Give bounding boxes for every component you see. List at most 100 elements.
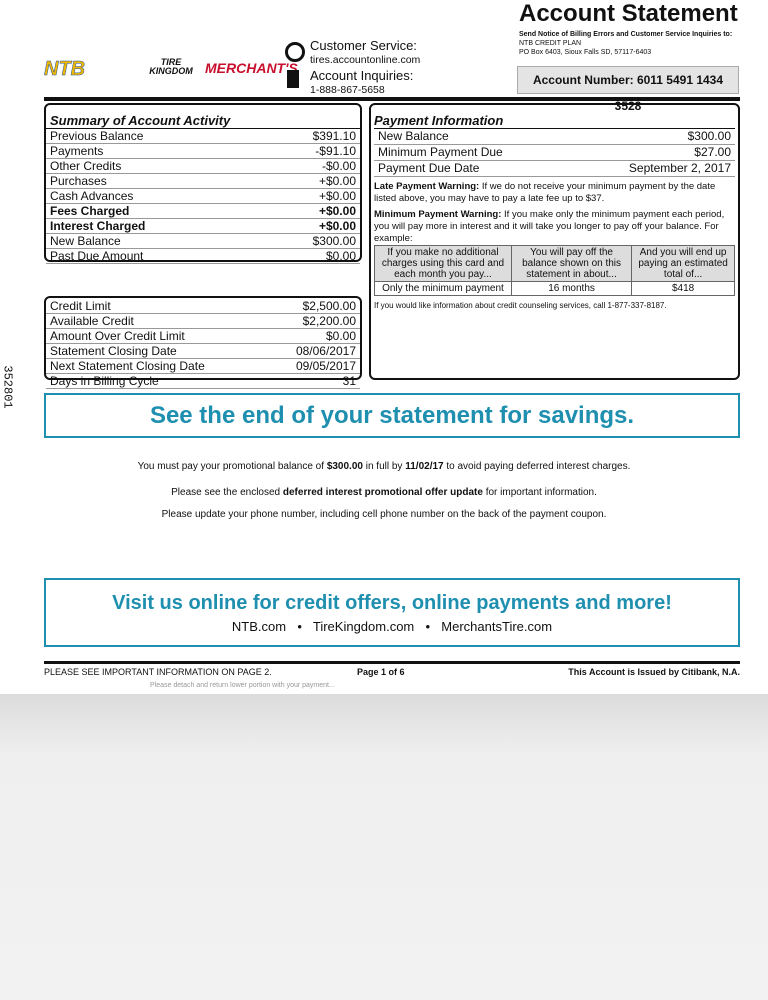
- summary-row: Fees Charged +$0.00: [46, 204, 360, 219]
- summary-row: Previous Balance $391.10: [46, 129, 360, 144]
- row-label: Previous Balance: [50, 129, 144, 143]
- separator: •: [297, 619, 302, 634]
- summary-row: New Balance $300.00: [46, 234, 360, 249]
- summary-row: Statement Closing Date 08/06/2017: [46, 344, 360, 359]
- detach-text: Please detach and return lower portion w…: [150, 682, 335, 689]
- summary-row: Minimum Payment Due $27.00: [374, 145, 735, 161]
- row-value: +$0.00: [318, 219, 356, 233]
- row-value: 08/06/2017: [295, 344, 356, 358]
- summary-row: Payments -$91.10: [46, 144, 360, 159]
- summary-row: Credit Limit $2,500.00: [46, 299, 360, 314]
- torn-stub: [0, 694, 768, 1000]
- row-label: Payment Due Date: [378, 161, 480, 175]
- row-value: $391.10: [312, 129, 356, 143]
- summary-row: Next Statement Closing Date 09/05/2017: [46, 359, 360, 374]
- customer-service-label: Customer Service:: [310, 38, 417, 53]
- min-warning: Minimum Payment Warning: If you make onl…: [374, 209, 725, 244]
- promo-line-3: Please update your phone number, includi…: [161, 509, 607, 520]
- summary-row: Other Credits -$0.00: [46, 159, 360, 174]
- row-label: Other Credits: [50, 159, 122, 173]
- row-label: Credit Limit: [50, 299, 111, 313]
- promo-line-1: You must pay your promotional balance of…: [137, 461, 631, 472]
- row-label: Past Due Amount: [50, 249, 144, 263]
- counseling-text: If you would like information about cred…: [374, 301, 667, 310]
- online-banner: Visit us online for credit offers, onlin…: [44, 578, 740, 647]
- table-cell: $418: [631, 281, 735, 296]
- merchants-logo: MERCHANT'S: [205, 60, 298, 76]
- payment-box: Payment Information New Balance $300.00 Mi…: [369, 103, 740, 380]
- row-value: $27.00: [694, 145, 731, 159]
- footer-left: PLEASE SEE IMPORTANT INFORMATION ON PAGE…: [44, 667, 272, 677]
- customer-service-url[interactable]: tires.accountonline.com: [310, 54, 421, 66]
- table-cell: Only the minimum payment: [374, 281, 512, 296]
- summary-row: Interest Charged +$0.00: [46, 219, 360, 234]
- row-label: Minimum Payment Due: [378, 145, 503, 159]
- address: PO Box 6403, Sioux Falls SD, 57117-6403: [519, 49, 652, 56]
- row-label: Available Credit: [50, 314, 134, 328]
- summary-title: Summary of Account Activity: [46, 113, 360, 129]
- row-label: New Balance: [50, 234, 121, 248]
- row-label: Fees Charged: [50, 204, 130, 218]
- row-label: Cash Advances: [50, 189, 134, 203]
- notice: Send Notice of Billing Errors and Custom…: [519, 31, 733, 38]
- row-label: Purchases: [50, 174, 107, 188]
- link-tirekingdom[interactable]: TireKingdom.com: [312, 619, 415, 634]
- row-label: Next Statement Closing Date: [50, 359, 205, 373]
- minimum-payment-table: If you make no additional charges using …: [374, 245, 735, 296]
- link-ntb[interactable]: NTB.com: [231, 619, 287, 634]
- row-value: 09/05/2017: [295, 359, 356, 373]
- row-value: $300.00: [312, 234, 356, 248]
- row-value: September 2, 2017: [628, 161, 731, 175]
- footer-right: This Account is Issued by Citibank, N.A.: [568, 667, 740, 677]
- row-value: $0.00: [325, 329, 356, 343]
- side-code: 352801: [0, 365, 15, 409]
- row-value: 31: [342, 374, 356, 388]
- row-value: +$0.00: [318, 189, 356, 203]
- row-label: Statement Closing Date: [50, 344, 177, 358]
- table-header: If you make no additional charges using …: [374, 245, 512, 282]
- row-label: Days in Billing Cycle: [50, 374, 159, 388]
- payment-title: Payment Information: [374, 113, 735, 129]
- credit-box: Credit Limit $2,500.00 Available Credit $2,…: [44, 296, 362, 389]
- summary-row: Cash Advances +$0.00: [46, 189, 360, 204]
- row-value: -$0.00: [321, 159, 356, 173]
- footer-rule: [44, 661, 740, 664]
- link-merchantstire[interactable]: MerchantsTire.com: [441, 619, 553, 634]
- row-label: Amount Over Credit Limit: [50, 329, 185, 343]
- globe-icon: [285, 42, 305, 62]
- row-label: New Balance: [378, 129, 449, 143]
- row-value: -$91.10: [315, 144, 356, 158]
- summary-row: Available Credit $2,200.00: [46, 314, 360, 329]
- plan: NTB CREDIT PLAN: [519, 40, 582, 47]
- header-rule: [44, 97, 740, 101]
- late-warning: Late Payment Warning: If we do not recei…: [374, 181, 716, 204]
- row-value: +$0.00: [318, 174, 356, 188]
- account-inquiries-phone: 1-888-867-5658: [310, 84, 385, 96]
- summary-row: Purchases +$0.00: [46, 174, 360, 189]
- summary-row: Amount Over Credit Limit $0.00: [46, 329, 360, 344]
- page-title: Account Statement: [519, 0, 738, 27]
- summary-row: New Balance $300.00: [374, 129, 735, 145]
- table-cell: 16 months: [510, 281, 633, 296]
- phone-icon: [287, 70, 299, 88]
- account-inquiries-label: Account Inquiries:: [310, 68, 414, 83]
- row-label: Interest Charged: [50, 219, 146, 233]
- summary-row: Past Due Amount $0.00: [46, 249, 360, 264]
- promo-line-2: Please see the enclosed deferred interes…: [171, 487, 597, 498]
- row-label: Payments: [50, 144, 104, 158]
- ntb-logo: NTB: [44, 58, 86, 81]
- row-value: $2,200.00: [302, 314, 356, 328]
- table-header: And you will end up paying an estimated …: [631, 245, 735, 282]
- table-header: You will pay off the balance shown on th…: [510, 245, 633, 282]
- account-number: Account Number: 6011 5491 1434 3528: [517, 66, 739, 113]
- row-value: +$0.00: [318, 204, 356, 218]
- page-number: Page 1 of 6: [357, 667, 405, 677]
- summary-row: Days in Billing Cycle 31: [46, 374, 360, 389]
- summary-box: Summary of Account Activity Previous Bal…: [44, 103, 362, 264]
- separator: •: [425, 619, 431, 634]
- row-value: $0.00: [325, 249, 356, 263]
- online-title: Visit us online for credit offers, onlin…: [112, 592, 672, 614]
- row-value: $300.00: [687, 129, 731, 143]
- summary-row: Payment Due Date September 2, 2017: [374, 161, 735, 177]
- savings-banner: See the end of your statement for saving…: [44, 393, 740, 438]
